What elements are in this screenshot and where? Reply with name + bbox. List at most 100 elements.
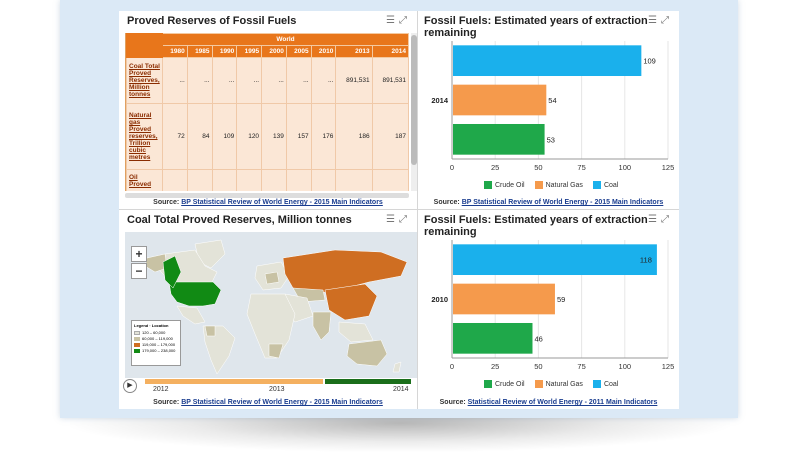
legend-label: Crude Oil [495, 380, 525, 388]
world-map-svg [144, 239, 408, 375]
legend-item-crude-oil[interactable]: Crude Oil [484, 181, 525, 189]
map-timeline[interactable]: ▶ 2012 2013 2014 [119, 377, 417, 395]
x-tick-label: 100 [619, 362, 632, 371]
table-row: Natural gas Proved reserves, Trillion cu… [126, 103, 409, 170]
map-africa[interactable] [246, 293, 296, 359]
expand-icon[interactable]: ⤢ [399, 214, 411, 225]
year-header: 2005 [285, 45, 312, 58]
year-header: 2010 [310, 45, 337, 58]
map-source: Source: BP Statistical Review of World E… [119, 399, 417, 406]
timeline-segment[interactable] [145, 379, 323, 384]
x-tick-label: 25 [491, 362, 499, 371]
category-label: 2014 [431, 96, 449, 105]
row-header[interactable]: Coal Total Proved Reserves, Million tonn… [126, 57, 163, 104]
panel-title: Coal Total Proved Reserves, Million tonn… [127, 214, 352, 226]
x-tick-label: 50 [534, 362, 542, 371]
table-cell [186, 169, 213, 191]
source-prefix: Source: [433, 199, 460, 206]
table-source: Source: BP Statistical Review of World E… [119, 199, 417, 206]
map-usa[interactable] [168, 281, 222, 307]
map-new-zealand[interactable] [392, 361, 402, 373]
row-header[interactable]: Natural gas Proved reserves, Trillion cu… [126, 103, 163, 170]
map-south-africa[interactable] [268, 343, 284, 359]
panel-divider-vertical [417, 11, 418, 409]
source-link[interactable]: Statistical Review of World Energy - 201… [467, 399, 658, 406]
map-australia[interactable] [346, 339, 388, 367]
map-europe-tier2[interactable] [264, 271, 280, 285]
expand-icon[interactable]: ⤢ [661, 214, 673, 225]
x-tick-label: 125 [662, 163, 675, 172]
legend-item-natural-gas[interactable]: Natural Gas [534, 380, 583, 388]
map-southeast-asia[interactable] [338, 321, 374, 343]
bar-chart-2014: 0 25 50 75 100 125 2014 109 54 53 [431, 41, 675, 172]
menu-icon[interactable]: ☰ [386, 15, 399, 26]
expand-icon[interactable]: ⤢ [661, 15, 673, 26]
menu-icon[interactable]: ☰ [648, 214, 661, 225]
table-cell [335, 169, 373, 191]
play-icon[interactable]: ▶ [123, 379, 137, 393]
row-header-link[interactable]: Natural gas Proved reserves, Trillion cu… [129, 112, 158, 161]
legend-label: Coal [603, 380, 619, 388]
table-cell: 187 [371, 103, 409, 170]
world-map[interactable]: + − Legend · Location 120 – 60,000 60,00… [125, 232, 417, 378]
table-cell [310, 169, 337, 191]
legend-item-natural-gas[interactable]: Natural Gas [534, 181, 583, 189]
map-russia[interactable] [282, 249, 408, 295]
reserves-table-panel: Proved Reserves of Fossil Fuels ☰⤢ World… [119, 11, 417, 209]
legend-swatch [534, 380, 543, 388]
legend-title: Legend · Location [134, 323, 169, 328]
x-tick-label: 75 [577, 163, 585, 172]
map-south-america[interactable] [202, 325, 236, 375]
legend-label: Coal [603, 181, 619, 189]
table-cell: 139 [261, 103, 287, 170]
menu-icon[interactable]: ☰ [648, 15, 661, 26]
legend-item-coal[interactable]: Coal [592, 380, 619, 388]
bar-coal [453, 244, 657, 276]
panel-tools: ☰⤢ [386, 15, 411, 26]
data-label: 59 [557, 295, 565, 304]
panel-divider-horizontal [119, 209, 679, 210]
legend-item: 119,000 – 179,000 [134, 342, 178, 347]
legend-label: Natural Gas [545, 181, 583, 189]
table-cell: ... [162, 57, 188, 104]
zoom-in-button[interactable]: + [131, 246, 147, 262]
row-header[interactable]: Oil Proved [126, 169, 163, 191]
source-link[interactable]: BP Statistical Review of World Energy - … [181, 199, 383, 206]
map-india[interactable] [312, 311, 332, 341]
dashboard: Proved Reserves of Fossil Fuels ☰⤢ World… [119, 11, 679, 409]
source-link[interactable]: BP Statistical Review of World Energy - … [181, 399, 383, 406]
table-cell: 891,531 [371, 57, 409, 104]
table-cell: ... [310, 57, 337, 104]
timeline-active-segment[interactable] [325, 379, 411, 384]
legend-item-crude-oil[interactable]: Crude Oil [484, 380, 525, 388]
legend-item-coal[interactable]: Coal [592, 181, 619, 189]
map-greenland-tier[interactable] [162, 255, 182, 289]
bar-chart-2010: 0 25 50 75 100 125 2010 118 59 46 [431, 240, 674, 371]
table-vertical-scrollbar[interactable] [411, 33, 417, 191]
zoom-out-button[interactable]: − [131, 263, 147, 279]
bar-crude-oil [453, 123, 545, 155]
legend-item: 120 – 60,000 [134, 330, 178, 335]
table-corner-2 [126, 45, 163, 58]
map-colombia[interactable] [204, 325, 216, 337]
map-mexico[interactable] [176, 305, 206, 325]
table-cell: ... [261, 57, 287, 104]
legend-swatch [484, 181, 492, 189]
data-label: 54 [548, 96, 556, 105]
x-tick-label: 25 [491, 163, 499, 172]
legend-label: Natural Gas [545, 380, 583, 388]
table-horizontal-scrollbar[interactable] [125, 193, 409, 198]
table-row: Coal Total Proved Reserves, Million tonn… [126, 57, 409, 104]
year-header: 1995 [236, 45, 263, 58]
map-china[interactable] [324, 283, 378, 321]
scroll-thumb[interactable] [411, 35, 417, 165]
legend-label: Crude Oil [495, 181, 525, 189]
menu-icon[interactable]: ☰ [386, 214, 399, 225]
expand-icon[interactable]: ⤢ [399, 15, 411, 26]
x-tick-label: 50 [534, 163, 542, 172]
source-link[interactable]: BP Statistical Review of World Energy - … [461, 199, 664, 206]
table-corner [126, 33, 163, 46]
row-header-link[interactable]: Coal Total Proved Reserves, Million tonn… [129, 63, 160, 98]
row-header-link[interactable]: Oil Proved [129, 173, 152, 188]
chart-source: Source: BP Statistical Review of World E… [418, 199, 679, 206]
